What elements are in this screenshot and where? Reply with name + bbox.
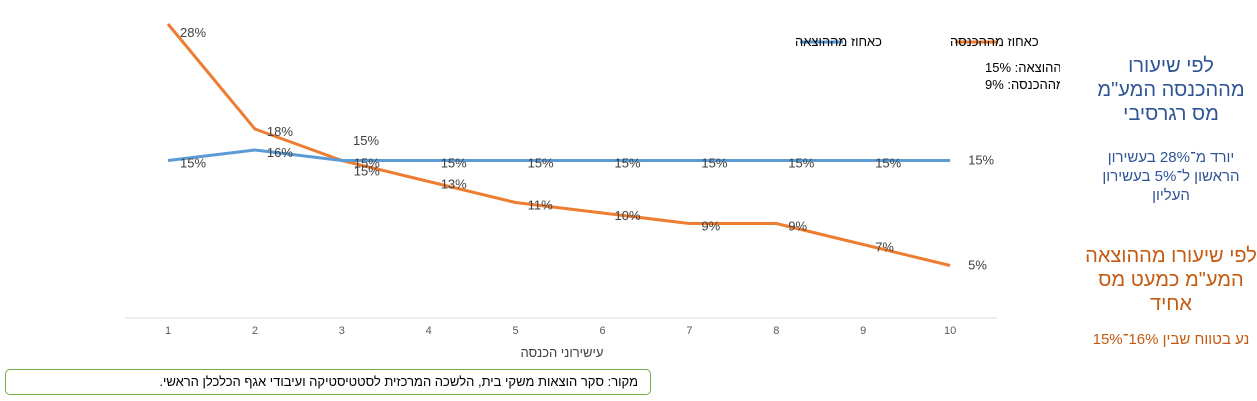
annotation-income-avg: שיעור מע"מ ממוצע כאחוז מההכנסה: 9% — [985, 77, 1060, 92]
data-label-income: 5% — [968, 258, 987, 273]
x-tick-label: 5 — [513, 325, 519, 337]
data-label-income: 9% — [701, 219, 720, 234]
data-label-expense: 15% — [354, 156, 380, 171]
vat-line-chart: 1 2 3 4 5 6 7 8 9 10 עישירוני הכנסה 28% 18% 15% 13% 1… — [125, 23, 1060, 360]
series-line-expense — [167, 148, 951, 162]
data-label-income: 10% — [615, 208, 641, 223]
side-title-regressive: לפי שיעורו מההכנסה המע"מ מס רגרסיבי — [1097, 55, 1245, 125]
data-label-expense: 16% — [267, 145, 293, 160]
x-tick-label: 2 — [252, 325, 258, 337]
x-axis-label: עישירוני הכנסה — [521, 345, 604, 360]
data-label-expense: 15% — [875, 156, 901, 171]
x-tick-label: 7 — [686, 325, 692, 337]
x-tick-label: 6 — [599, 325, 605, 337]
legend-label-income: כאחוז מההכנסה — [950, 34, 1039, 49]
legend: כאחוז מההכנסה כאחוז מההוצאה — [795, 34, 1039, 49]
x-tick-label: 10 — [944, 325, 956, 337]
data-label-expense: 15% — [968, 153, 994, 168]
data-label-income: 9% — [788, 219, 807, 234]
legend-label-expense: כאחוז מההוצאה — [795, 34, 882, 49]
data-label-expense: 15% — [528, 156, 554, 171]
data-label-expense: 15% — [788, 156, 814, 171]
x-tick-label: 9 — [860, 325, 866, 337]
x-tick-labels: 1 2 3 4 5 6 7 8 9 10 — [165, 325, 956, 337]
x-tick-label: 8 — [773, 325, 779, 337]
data-label-income: 28% — [180, 25, 206, 40]
data-label-income: 13% — [441, 177, 467, 192]
series-line-income — [166, 23, 951, 267]
annotation-expense-avg: שיעור מע"מ ממוצע כאחוז מההוצאה: 15% — [985, 60, 1060, 75]
side-title-flat: לפי שיעורו מההוצאה המע"מ כמעט מס אחיד — [1085, 245, 1257, 315]
data-label-income: 11% — [528, 198, 553, 213]
x-tick-label: 1 — [165, 325, 171, 337]
data-label-expense: 15% — [180, 156, 206, 171]
annotations: שיעור מע"מ ממוצע כאחוז מההוצאה: 15% שיעו… — [985, 60, 1060, 92]
data-label-income: 18% — [267, 124, 293, 139]
x-tick-label: 4 — [426, 325, 432, 337]
x-tick-label: 3 — [339, 325, 345, 337]
data-labels: 28%18%15%13%11%10%9% 9%7%5%15%16%15% 15% 15… — [180, 25, 995, 273]
extra-label-x3: 15% — [353, 133, 379, 148]
side-note-flat: נע בטווח שבין 16%־15% — [1092, 331, 1250, 348]
data-label-expense: 15% — [615, 156, 641, 171]
source-note: מקור: סקר הוצאות משקי בית, הלשכה המרכזית… — [5, 369, 651, 395]
data-label-expense: 15% — [701, 156, 727, 171]
data-label-expense: 15% — [441, 156, 467, 171]
series-lines — [166, 23, 951, 267]
data-label-income: 7% — [875, 240, 894, 255]
side-note-regressive: יורד מ־28% בעשירון הראשון ל־5% בעשירון ה… — [1102, 149, 1240, 204]
data-label-income: 15% — [354, 164, 380, 179]
